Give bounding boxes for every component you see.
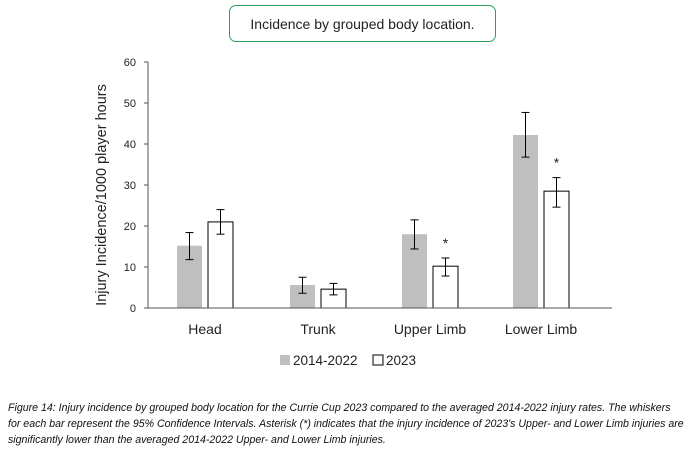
y-tick-label: 20	[124, 221, 136, 233]
bar-2014-2022	[513, 134, 538, 308]
legend-label-2014-2022: 2014-2022	[293, 353, 358, 368]
bar-2023	[207, 221, 234, 309]
bar-2023	[543, 190, 570, 309]
x-tick-label: Head	[188, 321, 221, 337]
legend-swatch-2014-2022	[280, 355, 290, 365]
significance-asterisk: *	[443, 235, 449, 251]
bars: **	[177, 111, 570, 309]
bar-2014-2022	[290, 285, 315, 308]
y-tick-label: 40	[124, 139, 136, 151]
y-tick-label: 60	[124, 57, 136, 69]
legend: 2014-2022 2023	[280, 353, 416, 368]
y-axis-label: Injury Incidence/1000 player hours	[94, 84, 110, 306]
legend-label-2023: 2023	[386, 353, 416, 368]
chart-title: Incidence by grouped body location.	[229, 5, 496, 42]
significance-asterisk: *	[554, 155, 560, 171]
x-tick-label: Lower Limb	[505, 321, 578, 337]
y-tick-label: 30	[124, 180, 136, 192]
y-tick-label: 10	[124, 262, 136, 274]
y-tick-label: 50	[124, 98, 136, 110]
figure-caption: Figure 14: Injury incidence by grouped b…	[8, 402, 684, 446]
legend-swatch-2023	[372, 354, 384, 366]
x-axis: Head Trunk Upper Limb Lower Limb	[148, 307, 612, 337]
y-tick-label: 0	[130, 303, 136, 315]
x-tick-label: Trunk	[300, 321, 336, 337]
x-tick-label: Upper Limb	[394, 321, 467, 337]
y-axis: 0 10 20 30 40 50 60	[124, 57, 149, 315]
